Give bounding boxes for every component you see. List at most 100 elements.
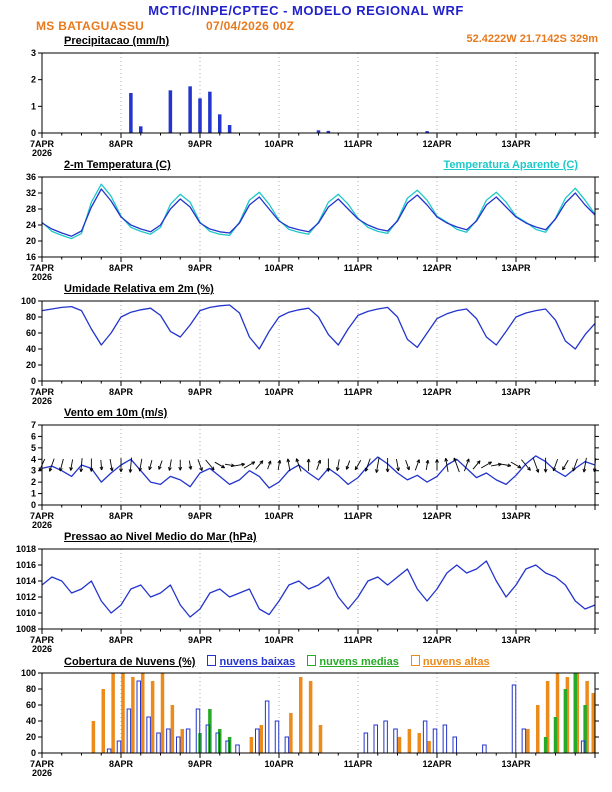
svg-text:6: 6: [31, 431, 36, 441]
svg-text:7APR: 7APR: [30, 759, 55, 769]
panel-temperature: 2-m Temperatura (C) Temperatura Aparente…: [0, 159, 612, 283]
svg-text:80: 80: [26, 684, 36, 694]
svg-text:13APR: 13APR: [501, 387, 531, 397]
svg-text:40: 40: [26, 716, 36, 726]
svg-text:2026: 2026: [32, 768, 52, 778]
svg-text:9APR: 9APR: [188, 511, 213, 521]
svg-text:1008: 1008: [16, 624, 36, 634]
panel-wind: Vento em 10m (m/s) 0 1 2 3 4 5 6 7 7APR 2026 8APR 9…: [0, 407, 612, 531]
svg-text:9APR: 9APR: [188, 759, 213, 769]
svg-text:1010: 1010: [16, 608, 36, 618]
pressure-title-row: Pressao ao Nivel Medio do Mar (hPa): [0, 531, 612, 545]
svg-text:3: 3: [31, 49, 36, 58]
svg-text:0: 0: [31, 128, 36, 138]
run-datetime: 07/04/2026 00Z: [206, 19, 295, 33]
svg-text:11APR: 11APR: [344, 263, 373, 273]
precipitation-title: Precipitacao (mm/h): [64, 35, 170, 47]
legend-nuvens-baixas: nuvens baixas: [207, 655, 296, 668]
svg-text:2026: 2026: [32, 520, 52, 530]
svg-text:9APR: 9APR: [188, 139, 213, 149]
legend-nuvens-altas: nuvens altas: [410, 655, 490, 668]
svg-text:12APR: 12APR: [422, 263, 452, 273]
humidity-title-row: Umidade Relativa em 2m (%): [0, 283, 612, 297]
svg-text:0: 0: [31, 376, 36, 386]
svg-text:13APR: 13APR: [501, 511, 531, 521]
station-coordinates: 52.4222W 21.7142S 329m: [466, 33, 599, 45]
svg-text:11APR: 11APR: [344, 387, 373, 397]
svg-text:1012: 1012: [16, 592, 36, 602]
svg-text:11APR: 11APR: [344, 759, 373, 769]
svg-text:100: 100: [21, 669, 36, 678]
svg-text:1: 1: [31, 489, 36, 499]
svg-text:9APR: 9APR: [188, 263, 213, 273]
svg-text:9APR: 9APR: [188, 387, 213, 397]
svg-text:1018: 1018: [16, 545, 36, 554]
svg-text:7APR: 7APR: [30, 263, 55, 273]
apparent-temperature-title: Temperatura Aparente (C): [443, 159, 578, 171]
pressure-title: Pressao ao Nivel Medio do Mar (hPa): [64, 531, 257, 543]
svg-text:20: 20: [26, 360, 36, 370]
clouds-title: Cobertura de Nuvens (%): [64, 656, 196, 668]
header-subtitle-row: MS BATAGUASSU 07/04/2026 00Z: [0, 19, 612, 35]
legend-nuvens-medias: nuvens medias: [307, 655, 399, 668]
nuvens-baixas-label: nuvens baixas: [219, 656, 296, 668]
temperature-title-row: 2-m Temperatura (C) Temperatura Aparente…: [0, 159, 612, 173]
svg-text:1016: 1016: [16, 560, 36, 570]
svg-text:13APR: 13APR: [501, 635, 531, 645]
humidity-title: Umidade Relativa em 2m (%): [64, 283, 214, 295]
svg-text:10APR: 10APR: [264, 511, 294, 521]
svg-text:5: 5: [31, 443, 36, 453]
panel-precipitation: Precipitacao (mm/h) 52.4222W 21.7142S 32…: [0, 33, 612, 159]
svg-text:8APR: 8APR: [109, 139, 134, 149]
svg-text:36: 36: [26, 173, 36, 182]
temperature-title: 2-m Temperatura (C): [64, 159, 171, 171]
svg-text:4: 4: [31, 454, 36, 464]
svg-text:2026: 2026: [32, 272, 52, 282]
nuvens-altas-swatch-icon: [410, 655, 420, 666]
nuvens-altas-label: nuvens altas: [422, 656, 490, 668]
svg-text:10APR: 10APR: [264, 387, 294, 397]
svg-text:2026: 2026: [32, 148, 52, 158]
svg-text:7APR: 7APR: [30, 511, 55, 521]
svg-text:10APR: 10APR: [264, 635, 294, 645]
wind-title-row: Vento em 10m (m/s): [0, 407, 612, 421]
station-name: MS BATAGUASSU: [36, 19, 145, 33]
svg-text:11APR: 11APR: [344, 511, 373, 521]
svg-text:13APR: 13APR: [501, 759, 531, 769]
svg-text:2026: 2026: [32, 644, 52, 654]
svg-text:10APR: 10APR: [264, 139, 294, 149]
svg-text:100: 100: [21, 297, 36, 306]
svg-text:40: 40: [26, 344, 36, 354]
svg-text:16: 16: [26, 252, 36, 262]
panel-pressure: Pressao ao Nivel Medio do Mar (hPa) 1008…: [0, 531, 612, 655]
svg-text:9APR: 9APR: [188, 635, 213, 645]
svg-text:12APR: 12APR: [422, 759, 452, 769]
svg-text:80: 80: [26, 312, 36, 322]
page-title: MCTIC/INPE/CPTEC - MODELO REGIONAL WRF: [148, 3, 464, 18]
nuvens-baixas-swatch-icon: [207, 655, 217, 666]
nuvens-medias-label: nuvens medias: [319, 656, 399, 668]
svg-text:28: 28: [26, 204, 36, 214]
wind-title: Vento em 10m (m/s): [64, 407, 168, 419]
panel-clouds: Cobertura de Nuvens (%) nuvens baixas nu…: [0, 655, 612, 779]
svg-text:10APR: 10APR: [264, 759, 294, 769]
svg-text:2: 2: [31, 477, 36, 487]
svg-text:20: 20: [26, 732, 36, 742]
nuvens-medias-swatch-icon: [307, 655, 317, 666]
svg-text:13APR: 13APR: [501, 139, 531, 149]
svg-text:7APR: 7APR: [30, 635, 55, 645]
svg-text:7: 7: [31, 421, 36, 430]
svg-text:2026: 2026: [32, 396, 52, 406]
svg-text:8APR: 8APR: [109, 635, 134, 645]
svg-text:2: 2: [31, 75, 36, 85]
svg-text:8APR: 8APR: [109, 759, 134, 769]
svg-text:0: 0: [31, 748, 36, 758]
clouds-title-row: Cobertura de Nuvens (%) nuvens baixas nu…: [0, 655, 612, 669]
svg-text:60: 60: [26, 700, 36, 710]
svg-text:0: 0: [31, 500, 36, 510]
svg-text:1: 1: [31, 101, 36, 111]
